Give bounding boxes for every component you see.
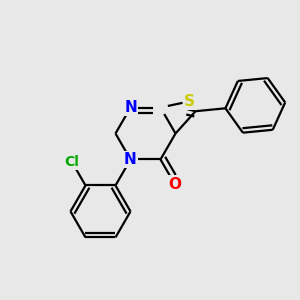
Text: Cl: Cl bbox=[64, 155, 80, 169]
Text: O: O bbox=[168, 177, 181, 192]
Text: N: N bbox=[124, 100, 137, 115]
Text: S: S bbox=[184, 94, 195, 109]
Text: N: N bbox=[124, 152, 137, 167]
